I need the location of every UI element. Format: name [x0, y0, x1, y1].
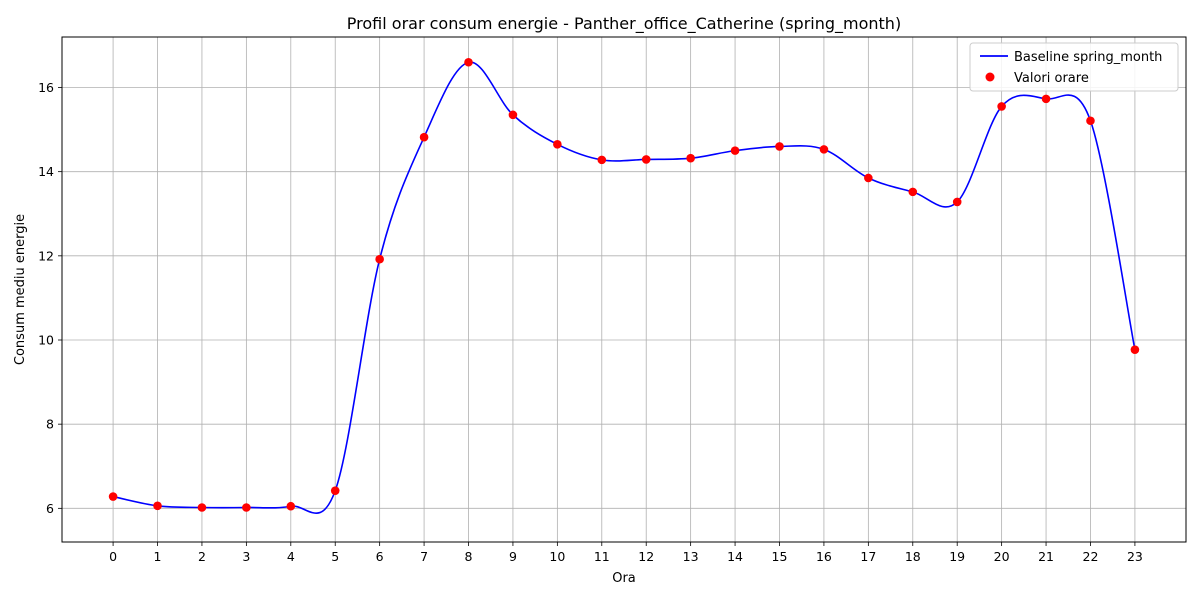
series-layer	[108, 57, 1140, 514]
x-tick-label: 6	[376, 549, 384, 564]
data-point	[419, 132, 429, 142]
data-point	[775, 142, 784, 151]
x-tick-label: 22	[1083, 549, 1099, 564]
data-point	[641, 155, 651, 164]
y-tick-label: 8	[46, 417, 54, 432]
data-point	[952, 197, 962, 207]
data-point	[819, 145, 829, 154]
x-axis: 0 1 2 3 4 5 6 7 8 9 10 11 12 13 14 15 16 17 18 19 20 21 22 23	[109, 542, 1143, 564]
chart-title: Profil orar consum energie - Panther_off…	[347, 14, 901, 34]
data-point	[153, 501, 162, 511]
x-tick-label: 1	[154, 549, 162, 564]
x-tick-label: 18	[905, 549, 921, 564]
y-tick-label: 12	[38, 248, 54, 263]
legend-label-hourly-values: Valori orare	[1014, 71, 1089, 86]
data-point	[197, 503, 207, 512]
x-tick-label: 13	[683, 549, 699, 564]
legend-box	[969, 42, 1179, 92]
grid	[62, 37, 1186, 542]
data-point	[597, 155, 607, 165]
x-tick-label: 9	[509, 549, 517, 564]
plot-frame	[61, 36, 1187, 543]
x-tick-label: 8	[465, 549, 473, 564]
data-point	[330, 486, 340, 495]
x-tick-label: 5	[331, 549, 339, 564]
x-tick-label: 16	[816, 549, 832, 564]
series-line-baseline	[112, 61, 1136, 514]
x-tick-label: 3	[242, 549, 250, 564]
x-tick-label: 15	[772, 549, 788, 564]
y-tick-label: 6	[46, 501, 54, 516]
x-tick-label: 21	[1038, 549, 1054, 564]
data-point	[730, 146, 740, 155]
data-point	[1041, 94, 1051, 104]
x-tick-label: 20	[994, 549, 1010, 564]
x-tick-label: 12	[638, 549, 654, 564]
data-point	[864, 173, 873, 183]
y-tick-label: 16	[38, 80, 54, 95]
x-tick-label: 23	[1127, 549, 1143, 564]
y-axis-title: Consum mediu energie	[13, 214, 28, 365]
data-point	[375, 254, 384, 264]
data-point	[508, 110, 518, 120]
x-tick-label: 10	[549, 549, 565, 564]
data-point	[108, 492, 118, 501]
data-point	[242, 503, 251, 512]
y-tick-label: 14	[38, 164, 54, 179]
y-tick-label: 10	[38, 333, 54, 348]
x-tick-label: 11	[594, 549, 610, 564]
legend: Baseline spring_month Valori orare	[969, 42, 1179, 92]
data-point	[553, 140, 562, 149]
data-point	[997, 102, 1006, 111]
data-point	[286, 501, 296, 511]
x-tick-label: 17	[860, 549, 876, 564]
x-tick-label: 7	[420, 549, 428, 564]
data-point	[464, 57, 473, 67]
x-tick-label: 0	[109, 549, 117, 564]
x-tick-label: 14	[727, 549, 743, 564]
x-tick-label: 2	[198, 549, 206, 564]
x-axis-title: Ora	[612, 571, 636, 586]
legend-dot-swatch	[985, 72, 995, 82]
data-point	[686, 153, 695, 163]
data-point	[1130, 345, 1140, 354]
data-point	[908, 187, 918, 197]
legend-label-baseline: Baseline spring_month	[1014, 50, 1162, 65]
data-point	[1086, 116, 1095, 126]
x-tick-label: 4	[287, 549, 295, 564]
x-tick-label: 19	[949, 549, 965, 564]
y-axis: 6 8 10 12 14 16	[38, 80, 62, 516]
